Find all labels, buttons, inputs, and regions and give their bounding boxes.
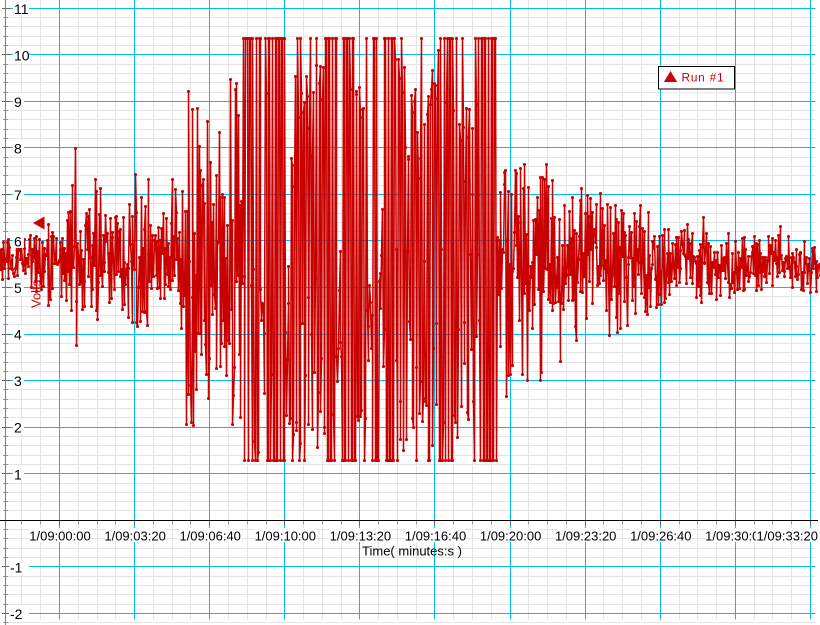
- svg-text:Run #1: Run #1: [682, 71, 725, 85]
- svg-text:1/09:16:40: 1/09:16:40: [405, 529, 466, 544]
- svg-text:1/09:06:40: 1/09:06:40: [179, 529, 240, 544]
- svg-text:1/09:10:00: 1/09:10:00: [255, 529, 316, 544]
- svg-text:5: 5: [14, 280, 22, 296]
- svg-text:1/09:13:20: 1/09:13:20: [330, 529, 391, 544]
- svg-text:3: 3: [14, 373, 22, 389]
- svg-text:1/09:23:20: 1/09:23:20: [555, 529, 616, 544]
- svg-text:Time( minutes:s ): Time( minutes:s ): [362, 544, 462, 559]
- svg-text:6: 6: [14, 234, 22, 250]
- svg-text:8: 8: [14, 140, 22, 156]
- svg-text:1/09:03:20: 1/09:03:20: [104, 529, 165, 544]
- svg-text:1/09:20:00: 1/09:20:00: [480, 529, 541, 544]
- svg-text:-2: -2: [10, 606, 23, 622]
- svg-text:Volts: Volts: [29, 279, 44, 308]
- svg-text:1/09:33:20: 1/09:33:20: [757, 529, 818, 544]
- svg-text:1/09:30:00: 1/09:30:00: [705, 529, 766, 544]
- svg-text:10: 10: [14, 47, 30, 63]
- svg-text:1/09:26:40: 1/09:26:40: [630, 529, 691, 544]
- svg-text:7: 7: [14, 187, 22, 203]
- svg-text:11: 11: [14, 1, 29, 17]
- svg-text:9: 9: [14, 94, 22, 110]
- svg-text:4: 4: [14, 327, 22, 343]
- svg-text:1: 1: [14, 466, 22, 482]
- svg-text:2: 2: [14, 420, 22, 436]
- svg-text:-1: -1: [10, 559, 23, 575]
- svg-text:1/09:00:00: 1/09:00:00: [29, 529, 90, 544]
